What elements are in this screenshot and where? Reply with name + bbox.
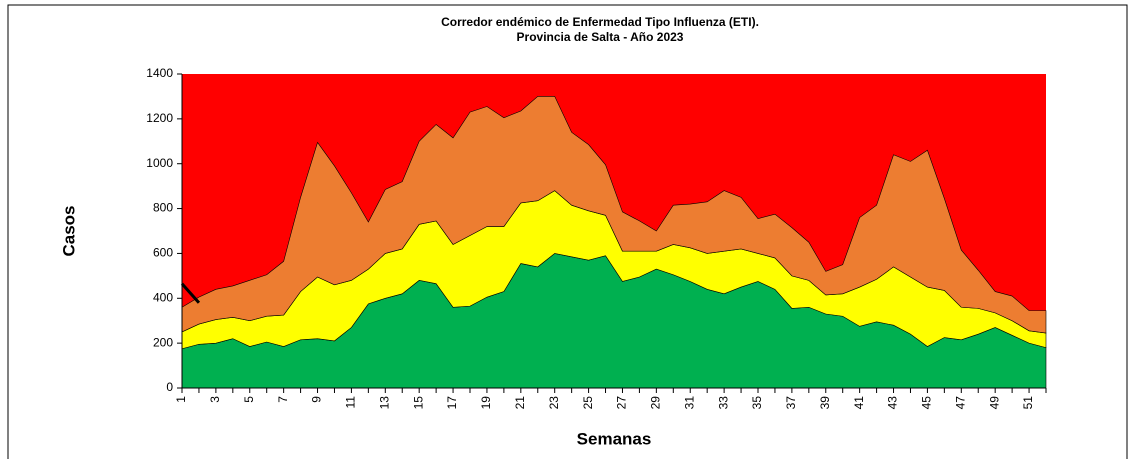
- x-tick-label: 5: [242, 396, 256, 403]
- y-tick-label: 1000: [146, 156, 173, 170]
- x-tick-label: 33: [716, 396, 730, 410]
- y-tick-label: 800: [153, 201, 173, 215]
- x-tick-label: 31: [682, 396, 696, 410]
- x-axis-title: Semanas: [577, 429, 652, 448]
- x-tick-label: 19: [479, 396, 493, 410]
- x-tick-label: 7: [276, 396, 290, 403]
- x-tick-label: 17: [445, 396, 459, 410]
- x-tick-label: 43: [886, 396, 900, 410]
- x-tick-label: 23: [547, 396, 561, 410]
- x-tick-label: 39: [818, 396, 832, 410]
- y-tick-label: 0: [166, 380, 173, 394]
- frame: [7, 4, 1128, 459]
- y-axis-title: Casos: [59, 205, 78, 256]
- chart-subtitle: Provincia de Salta - Año 2023: [517, 30, 684, 44]
- x-tick-label: 11: [344, 396, 358, 409]
- line: [180, 282, 201, 304]
- x-tick-label: 45: [920, 396, 934, 410]
- x-tick-label: 49: [987, 396, 1001, 410]
- x-tick-label: 21: [513, 396, 527, 410]
- x-tick-label: 41: [852, 396, 866, 410]
- y-tick-label: 1200: [146, 111, 173, 125]
- y-tick-label: 400: [153, 290, 173, 304]
- x-tick-label: 9: [310, 396, 324, 403]
- x-tick-label: 25: [581, 396, 595, 410]
- x-tick-label: 35: [750, 396, 764, 410]
- y-tick-label: 600: [153, 246, 173, 260]
- y-tick-label: 1400: [146, 66, 173, 80]
- chart-title: Corredor endémico de Enfermedad Tipo Inf…: [441, 15, 759, 29]
- x-tick-label: 15: [411, 396, 425, 410]
- x-tick-label: 1: [174, 396, 188, 403]
- x-tick-label: 13: [377, 396, 391, 410]
- x-tick-label: 27: [615, 396, 629, 410]
- area: [181, 96, 1047, 334]
- x-tick-label: 37: [784, 396, 798, 410]
- x-tick-label: 47: [953, 396, 967, 410]
- x-tick-label: 51: [1021, 396, 1035, 410]
- y-tick-label: 200: [153, 335, 173, 349]
- x-tick-label: 29: [649, 396, 663, 410]
- x-tick-label: 3: [208, 396, 222, 403]
